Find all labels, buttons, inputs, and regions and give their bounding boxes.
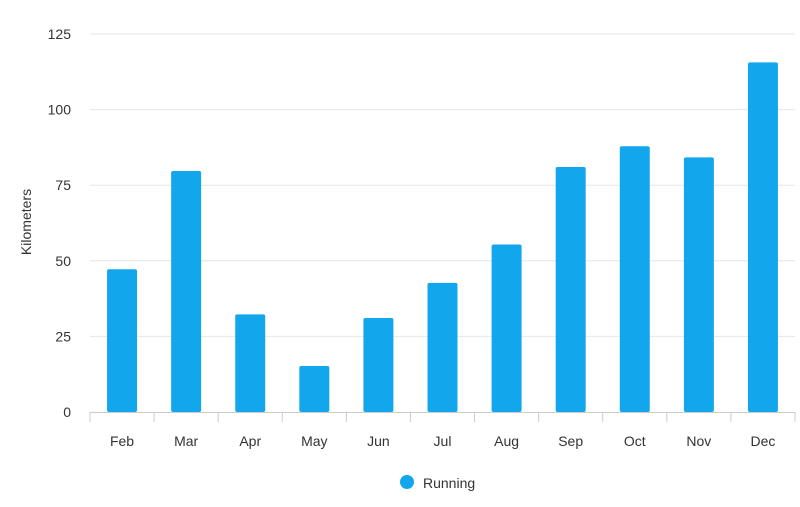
legend[interactable]: Running — [400, 475, 475, 491]
x-tick-label-nov: Nov — [686, 433, 711, 449]
x-axis: Feb Mar Apr May Jun Jul Aug Sep Oct Nov Dec — [89, 412, 796, 449]
x-tick-label-mar: Mar — [174, 433, 198, 449]
bar-aug[interactable] — [491, 244, 522, 412]
gridlines — [90, 33, 795, 337]
y-tick-label-100: 100 — [48, 102, 72, 118]
y-tick-label-75: 75 — [55, 177, 71, 193]
bar-jul[interactable] — [427, 282, 458, 412]
bar-dec[interactable] — [747, 62, 778, 412]
x-tick-label-may: May — [301, 433, 327, 449]
y-axis: 0 25 50 75 100 125 — [48, 26, 72, 420]
bar-jun[interactable] — [363, 317, 394, 412]
x-tick-label-oct: Oct — [624, 433, 646, 449]
legend-label-running[interactable]: Running — [423, 475, 475, 491]
bar-mar[interactable] — [171, 170, 202, 412]
legend-marker-running[interactable] — [400, 475, 414, 489]
x-tick-label-aug: Aug — [494, 433, 519, 449]
x-tick-label-dec: Dec — [751, 433, 776, 449]
x-tick-label-sep: Sep — [558, 433, 583, 449]
y-tick-label-25: 25 — [55, 328, 71, 344]
x-tick-label-apr: Apr — [239, 433, 261, 449]
x-tick-label-jun: Jun — [367, 433, 390, 449]
bar-oct[interactable] — [619, 146, 650, 412]
y-tick-label-50: 50 — [55, 253, 71, 269]
bar-feb[interactable] — [107, 269, 138, 412]
y-axis-title: Kilometers — [18, 189, 34, 255]
bar-may[interactable] — [299, 366, 330, 412]
bars — [107, 62, 778, 412]
y-tick-label-0: 0 — [63, 404, 71, 420]
bar-nov[interactable] — [683, 157, 714, 412]
y-tick-label-125: 125 — [48, 26, 72, 42]
bar-apr[interactable] — [235, 314, 266, 412]
bar-sep[interactable] — [555, 167, 586, 412]
x-tick-label-feb: Feb — [110, 433, 134, 449]
x-tick-label-jul: Jul — [434, 433, 452, 449]
